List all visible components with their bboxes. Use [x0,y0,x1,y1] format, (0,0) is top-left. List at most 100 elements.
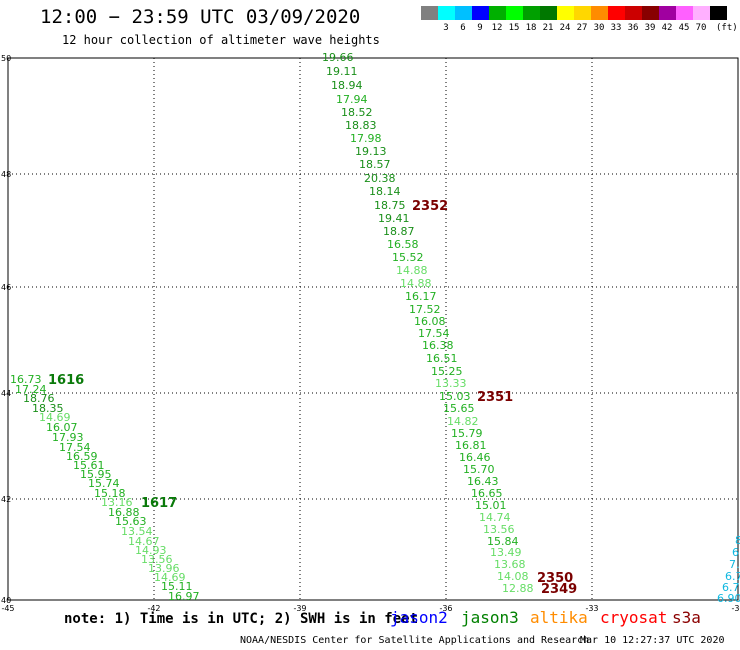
wave-height-value: 15.63 [115,515,147,528]
legend-tick-label: 27 [576,23,588,33]
latitude-label: 48 [1,170,11,179]
longitude-label: -36 [439,604,452,613]
wave-height-value: 13.96 [148,562,180,575]
wave-height-value: 17.94 [336,93,368,106]
legend-tick-label: 15 [508,23,520,33]
wave-height-value: 18.94 [331,79,363,92]
wave-height-value: 17.24 [15,383,47,396]
wave-height-value: 15.52 [392,251,424,264]
map-subtitle: 12 hour collection of altimeter wave hei… [62,33,380,47]
wave-height-value: 17.54 [59,441,91,454]
wave-height-value: 15.65 [443,402,475,415]
legend-swatch [625,6,642,20]
satellite-name-jason2: jason2 [390,608,448,627]
wave-height-value: 16.97 [168,590,200,603]
wave-height-value: 14.93 [135,544,167,557]
wave-height-value: 14.82 [447,415,479,428]
pass-number-label: 1616 [48,373,84,388]
wave-height-value: 15.11 [161,580,193,593]
wave-height-value: 14.88 [400,277,432,290]
legend-swatch [710,6,727,20]
longitude-label: -30 [731,604,740,613]
wave-height-value: 16.88 [108,506,140,519]
wave-height-value: 17.98 [350,132,382,145]
wave-height-value: 14.69 [154,571,186,584]
wave-height-value: 13.16 [101,496,133,509]
legend-swatch [523,6,540,20]
legend-unit-label: (ft) [716,23,738,33]
legend-tick-label: 45 [678,23,690,33]
legend-tick-label: 9 [477,23,483,33]
legend-swatch [472,6,489,20]
latitude-label: 42 [1,495,11,504]
wave-height-value: 8 [735,534,740,547]
legend-tick-label: 21 [542,23,554,33]
wave-height-value: 16.43 [467,475,499,488]
wave-height-value: 19.13 [355,145,387,158]
legend-tick-label: 24 [559,23,571,33]
wave-height-value: 15.79 [451,427,483,440]
wave-height-value: 16.58 [387,238,419,251]
latitude-label: 50 [1,54,11,63]
pass-number-label: 2352 [412,199,448,214]
legend-swatch [557,6,574,20]
longitude-label: -42 [147,604,160,613]
legend-swatch [506,6,523,20]
wave-height-value: 13.56 [483,523,515,536]
wave-height-value: 20.38 [364,172,396,185]
wave-height-value: 19.11 [326,65,358,78]
wave-height-value: 15.01 [475,499,507,512]
wave-height-value: 15.84 [487,535,519,548]
legend-swatch [659,6,676,20]
wave-height-value: 18.87 [383,225,415,238]
wave-height-value: 19.41 [378,212,410,225]
wave-height-value: 16.38 [422,339,454,352]
wave-height-value: 14.67 [128,535,160,548]
legend-swatch [489,6,506,20]
wave-height-value: 6.7 [722,581,740,594]
footer-timestamp: Mar 10 12:27:37 UTC 2020 [580,635,725,646]
pass-number-label: 2349 [541,582,577,597]
wave-height-value: 15.74 [88,477,120,490]
wave-height-value: 15.18 [94,487,126,500]
legend-swatch [676,6,693,20]
legend-swatch [540,6,557,20]
wave-height-value: 18.75 [374,199,406,212]
legend-swatch [421,6,438,20]
legend-swatch [642,6,659,20]
legend-tick-label: 42 [661,23,673,33]
latitude-label: 40 [1,596,11,605]
wave-height-value: 19.66 [322,51,354,64]
wave-height-value: 18.76 [23,392,55,405]
map-frame [7,57,739,601]
wave-height-value: 15.03 [439,390,471,403]
wave-height-value: 13.54 [121,525,153,538]
wave-height-value: 16.59 [66,450,98,463]
wave-height-value: 6 [732,546,739,559]
wave-height-value: 13.33 [435,377,467,390]
wave-height-value: 18.57 [359,158,391,171]
legend-tick-label: 70 [695,23,707,33]
legend-swatch [574,6,591,20]
pass-number-label: 2350 [537,571,573,586]
wave-height-value: 15.95 [80,468,112,481]
wave-height-value: 18.83 [345,119,377,132]
satellite-name-cryosat: cryosat [600,608,668,627]
legend-tick-label: 36 [627,23,639,33]
wave-height-value: 16.08 [414,315,446,328]
wave-height-value: 13.56 [141,553,173,566]
wave-height-value: 18.14 [369,185,401,198]
longitude-label: -33 [585,604,598,613]
legend-tick-label: 33 [610,23,622,33]
map-title: 12:00 − 23:59 UTC 03/09/2020 [40,6,361,28]
wave-height-value: 14.74 [479,511,511,524]
wave-height-value: 16.46 [459,451,491,464]
satellite-name-altika: altika [530,608,588,627]
legend-tick-label: 39 [644,23,656,33]
wave-height-value: 16.81 [455,439,487,452]
wave-height-value: 14.88 [396,264,428,277]
legend-swatch [693,6,710,20]
wave-height-value: 16.07 [46,421,78,434]
pass-number-label: 1617 [141,496,177,511]
